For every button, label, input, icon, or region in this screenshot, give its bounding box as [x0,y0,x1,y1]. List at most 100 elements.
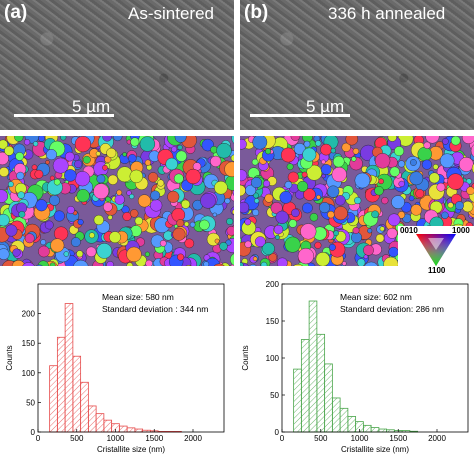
grain [113,136,123,142]
grain [327,185,340,198]
grain [455,201,464,211]
grain [134,216,143,226]
grain [93,183,110,200]
grain [240,201,250,214]
grain [375,233,385,243]
grain [252,208,260,216]
grain [172,227,186,241]
grain [287,171,299,183]
grain [286,163,294,171]
grain [458,157,474,172]
grain [232,209,234,215]
grain [50,238,65,253]
grain [352,148,360,155]
histogram-bar [316,333,326,433]
plot-frame [37,283,225,433]
grain [214,180,228,195]
x-tick-label: 2000 [428,434,446,443]
grain [335,195,346,206]
scale-text-b: 5 µm [306,97,345,116]
grain [225,239,232,246]
grain [245,184,257,196]
grain [126,190,132,196]
grain [265,148,272,155]
grain [253,192,259,199]
grain [314,241,322,249]
grain [37,260,49,266]
grain [341,142,351,152]
grain [53,210,65,222]
y-tick-label: 100 [22,369,36,378]
grain [320,143,332,156]
grain [303,188,316,201]
grain [409,159,417,166]
grain [275,210,289,224]
grain [35,199,48,212]
grain [66,205,75,214]
grain [260,261,268,266]
grain [428,172,440,184]
ipf-triangle [416,234,456,266]
grain [466,186,474,195]
histogram-bar [293,368,302,433]
grain [439,153,455,169]
grain [96,243,113,259]
grain [244,240,252,248]
grain [264,193,274,203]
grain [303,140,311,148]
grain [273,224,284,235]
grain [398,180,405,188]
grain [210,145,218,154]
grain [64,169,77,182]
grain [74,136,92,153]
x-tick-label: 1500 [145,434,163,443]
grain [224,161,234,178]
y-tick-label: 150 [266,317,280,326]
grain [442,138,449,145]
grain [89,232,95,239]
grain [374,186,384,196]
grain [22,262,35,266]
grain [122,211,132,221]
grain [284,236,301,253]
histogram-a: 0 500 1000 1500 2000 0 50 100 150 200 Cristallite … [5,283,225,454]
grain [175,150,188,162]
grain [71,237,81,248]
grain [103,202,113,212]
grain [250,177,262,189]
histogram-bar [126,427,136,433]
grain [181,199,191,209]
histogram-bar [64,303,74,433]
grain [394,146,405,157]
histogram-bar [134,428,144,433]
grain [374,153,391,169]
grain [53,226,69,241]
grain [137,194,151,208]
grain [139,136,156,152]
ipf-label-1000: 1000 [452,226,470,235]
grain [95,151,101,157]
grain [0,213,10,227]
grain [389,166,400,177]
grain [319,202,331,214]
grain [280,147,296,163]
y-axis-label: Counts [5,345,14,370]
grain [284,181,293,189]
grain [128,154,137,163]
grain [364,261,379,266]
histogram-bar [378,428,388,433]
grain [129,169,144,184]
grain [387,136,397,142]
histogram-bar [370,427,380,433]
grain [105,196,111,202]
scale-bar-b [250,114,350,117]
grain [38,245,50,258]
histogram-bar [324,363,333,433]
histogram-bar [49,365,58,433]
grain [7,181,14,188]
grain [251,158,259,166]
grain [388,246,399,258]
grain [309,212,319,222]
grain [93,214,104,226]
grain [159,240,167,247]
